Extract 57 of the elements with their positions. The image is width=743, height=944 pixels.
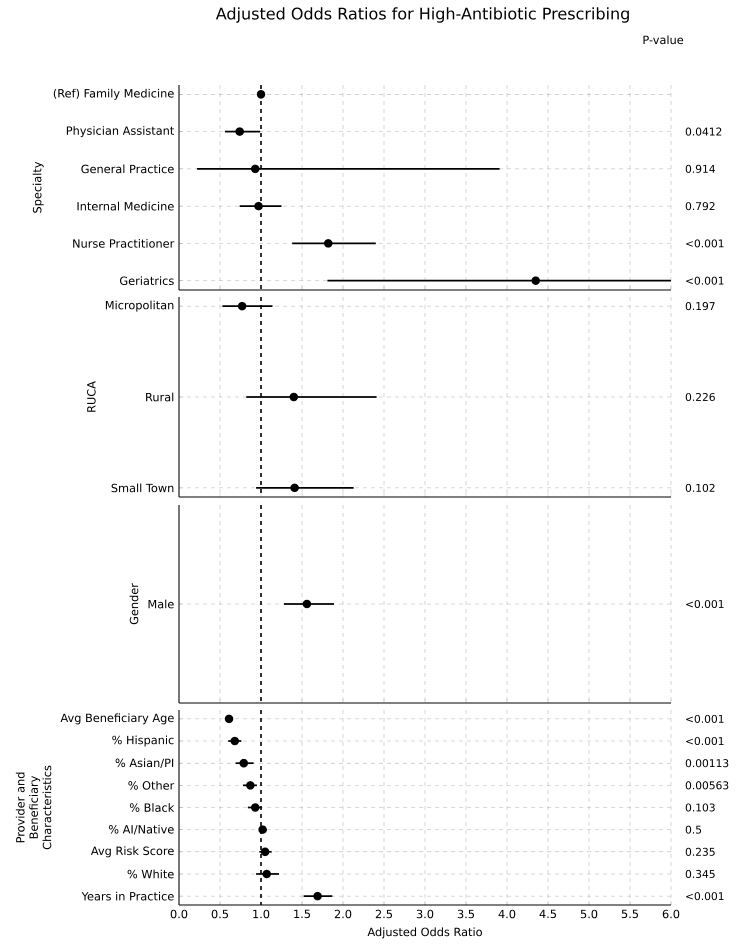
- text: 0.0412: [686, 128, 722, 136]
- y-tick-label: Male: [148, 600, 174, 608]
- text: <0.001: [686, 600, 724, 608]
- y-tick-label: Avg Risk Score: [90, 846, 174, 858]
- text: 0.226: [686, 392, 715, 402]
- y-tick-label: Micropolitan: [106, 300, 174, 312]
- text: <0.001: [686, 276, 724, 285]
- y-tick-label: (Ref) Family Medicine: [54, 88, 174, 100]
- y-axis-title: Specialty: [32, 162, 44, 213]
- text: <0.001: [686, 239, 724, 248]
- text: 0.5: [686, 826, 702, 834]
- text: <0.001: [686, 714, 724, 723]
- y-tick-label: Avg Beneficiary Age: [60, 713, 174, 724]
- y-axis-title: Provider and Beneficiary Characteristics: [16, 766, 52, 850]
- y-tick-label: Physician Assistant: [66, 126, 174, 138]
- text: 0.102: [686, 484, 714, 492]
- x-tick-label: 3.5: [458, 910, 474, 918]
- text: 0.197: [686, 302, 715, 310]
- y-tick-label: Geriatrics: [120, 276, 174, 286]
- y-tick-label: General Practice: [81, 164, 174, 174]
- x-tick-label: 1.5: [294, 910, 310, 918]
- x-tick-label: 4.0: [498, 910, 516, 918]
- x-tick-label: 2.0: [334, 910, 352, 918]
- x-tick-label: 0.0: [170, 910, 188, 918]
- text: 0.235: [686, 848, 715, 856]
- y-tick-label: % Hispanic: [112, 736, 174, 747]
- text: 0.792: [686, 202, 714, 210]
- x-tick-label: 5.0: [580, 910, 598, 918]
- y-tick-label: Internal Medicine: [77, 202, 174, 211]
- x-tick-label: 3.0: [416, 910, 434, 918]
- x-tick-label: 4.5: [540, 910, 556, 918]
- x-tick-label: 5.5: [622, 910, 638, 918]
- x-axis-title: Adjusted Odds Ratio: [368, 927, 482, 938]
- text: <0.001: [686, 892, 724, 900]
- text: P-value: [643, 35, 684, 44]
- x-tick-label: 1.0: [253, 910, 270, 918]
- y-tick-label: % AI/Native: [108, 824, 174, 834]
- y-tick-label: Rural: [146, 392, 174, 402]
- x-tick-label: 0.5: [212, 910, 228, 918]
- y-axis-title: RUCA: [87, 381, 96, 412]
- text: 0.345: [686, 870, 715, 878]
- text: 0.103: [686, 803, 715, 812]
- y-tick-label: % Black: [130, 803, 174, 812]
- text: 0.914: [686, 164, 715, 173]
- x-tick-label: 6.0: [662, 910, 680, 918]
- text: 0.00113: [686, 759, 728, 768]
- y-tick-label: Small Town: [112, 484, 174, 492]
- y-tick-label: % Other: [128, 780, 174, 790]
- chart-title: Adjusted Odds Ratios for High-Antibiotic Prescribing: [216, 7, 629, 23]
- text: <0.001: [686, 736, 724, 746]
- x-tick-label: 2.5: [376, 910, 392, 918]
- text: 0.00563: [686, 781, 728, 790]
- y-tick-label: % Asian/PI: [116, 758, 174, 768]
- y-tick-label: % White: [128, 870, 174, 878]
- y-axis-title: Gender: [130, 583, 138, 624]
- y-tick-label: Nurse Practitioner: [73, 239, 174, 248]
- y-tick-label: Years in Practice: [82, 892, 174, 901]
